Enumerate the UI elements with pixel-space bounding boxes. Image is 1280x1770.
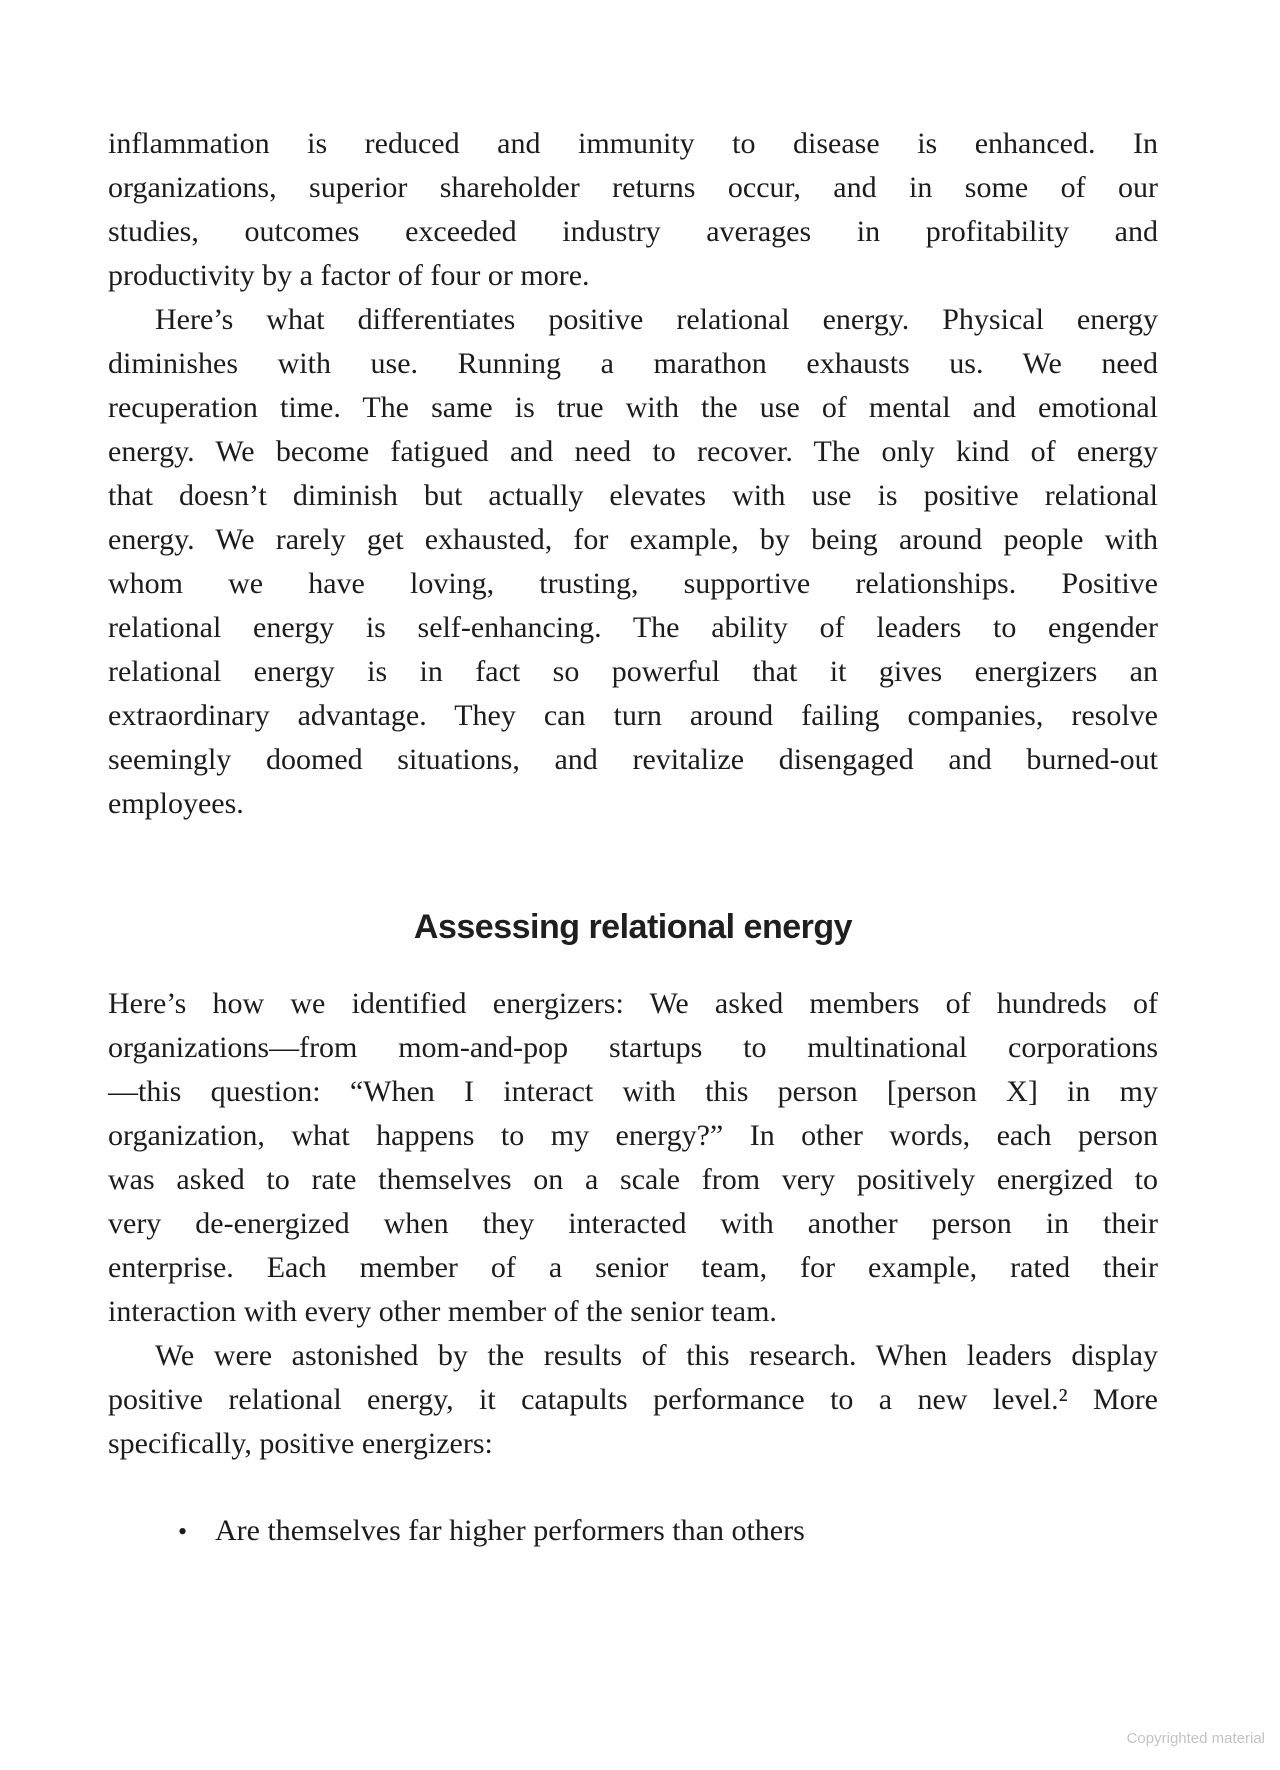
paragraph-relational-energy: Here’s what differentiates positive rela… <box>108 298 1158 826</box>
text-line: productivity by a factor of four or more… <box>108 259 590 292</box>
text-line: positive relational energy, it catapults… <box>108 1383 1158 1416</box>
text-line: organization, what happens to my energy?… <box>108 1119 1158 1152</box>
bullet-icon: • <box>178 1517 188 1546</box>
list-item-text: Are themselves far higher performers tha… <box>215 1514 805 1547</box>
paragraph-continuation: inflammation is reduced and immunity to … <box>108 122 1158 298</box>
text-line: extraordinary advantage. They can turn a… <box>108 699 1158 732</box>
paragraph-research-results: We were astonished by the results of thi… <box>108 1334 1158 1466</box>
text-line: very de-energized when they interacted w… <box>108 1207 1158 1240</box>
text-line: relational energy is self-enhancing. The… <box>108 611 1158 644</box>
text-line: studies, outcomes exceeded industry aver… <box>108 215 1158 248</box>
text-line: We were astonished by the results of thi… <box>155 1339 1158 1372</box>
copyright-notice: Copyrighted material <box>1126 1730 1265 1747</box>
text-line: Here’s what differentiates positive rela… <box>155 303 1158 336</box>
text-line: organizations—from mom-and-pop startups … <box>108 1031 1158 1064</box>
bullet-list: • Are themselves far higher performers t… <box>108 1509 1158 1554</box>
paragraph-identifying-energizers: Here’s how we identified energizers: We … <box>108 982 1158 1334</box>
text-line: diminishes with use. Running a marathon … <box>108 347 1158 380</box>
text-line: relational energy is in fact so powerful… <box>108 655 1158 688</box>
text-line: Here’s how we identified energizers: We … <box>108 987 1158 1020</box>
text-line: inflammation is reduced and immunity to … <box>108 127 1158 160</box>
text-line: was asked to rate themselves on a scale … <box>108 1163 1158 1196</box>
text-line: interaction with every other member of t… <box>108 1295 777 1328</box>
text-line: —this question: “When I interact with th… <box>108 1075 1158 1108</box>
text-line: seemingly doomed situations, and revital… <box>108 743 1158 776</box>
text-line: organizations, superior shareholder retu… <box>108 171 1158 204</box>
text-line: that doesn’t diminish but actually eleva… <box>108 479 1158 512</box>
text-line: enterprise. Each member of a senior team… <box>108 1251 1158 1284</box>
list-item: • Are themselves far higher performers t… <box>108 1509 1158 1554</box>
text-line: whom we have loving, trusting, supportiv… <box>108 567 1158 600</box>
text-line: energy. We rarely get exhausted, for exa… <box>108 523 1158 556</box>
text-line: employees. <box>108 787 244 820</box>
text-line: specifically, positive energizers: <box>108 1427 493 1460</box>
text-line: recuperation time. The same is true with… <box>108 391 1158 424</box>
section-heading: Assessing relational energy <box>413 908 853 946</box>
text-line: energy. We become fatigued and need to r… <box>108 435 1158 468</box>
